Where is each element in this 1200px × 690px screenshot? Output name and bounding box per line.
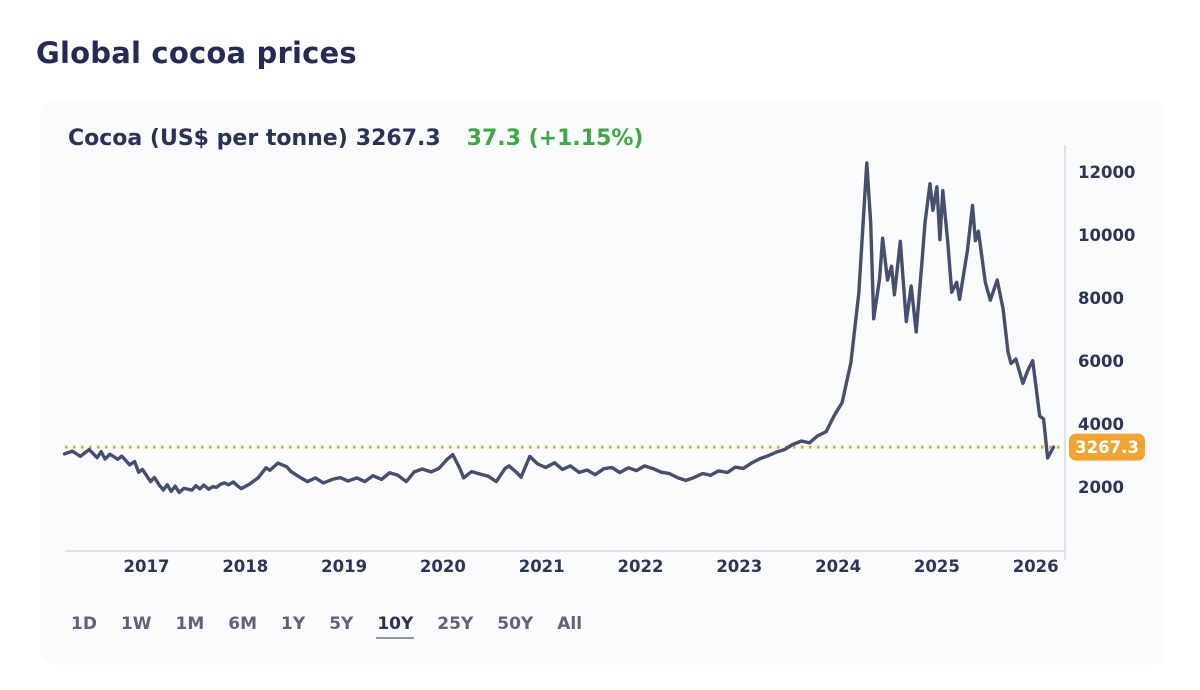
y-axis-tick-label: 4000 bbox=[1078, 415, 1124, 434]
x-axis-tick-label: 2020 bbox=[420, 557, 466, 576]
page-title: Global cocoa prices bbox=[36, 36, 357, 70]
range-selector: 1D 1W 1M 6M 1Y 5Y 10Y 25Y 50Y All bbox=[70, 614, 583, 639]
range-button-10y[interactable]: 10Y bbox=[376, 614, 415, 639]
range-button-1y[interactable]: 1Y bbox=[280, 614, 306, 639]
chart-card: Cocoa (US$ per tonne) 3267.3 37.3 (+1.15… bbox=[40, 100, 1165, 665]
chart-header: Cocoa (US$ per tonne) 3267.3 37.3 (+1.15… bbox=[68, 126, 643, 151]
x-axis-tick-label: 2022 bbox=[618, 557, 664, 576]
y-axis-tick-label: 8000 bbox=[1078, 289, 1124, 308]
current-price-value: 3267.3 bbox=[355, 126, 441, 151]
x-axis-tick-label: 2017 bbox=[124, 557, 170, 576]
x-axis-tick-label: 2019 bbox=[321, 557, 367, 576]
y-axis-tick-label: 12000 bbox=[1078, 163, 1135, 182]
range-button-25y[interactable]: 25Y bbox=[436, 614, 474, 639]
y-axis-tick-label: 6000 bbox=[1078, 352, 1124, 371]
current-price-badge bbox=[1069, 433, 1145, 461]
price-line-series bbox=[62, 161, 1056, 495]
range-button-1w[interactable]: 1W bbox=[120, 614, 153, 639]
price-change: 37.3 (+1.15%) bbox=[466, 126, 644, 151]
range-button-50y[interactable]: 50Y bbox=[496, 614, 534, 639]
range-button-5y[interactable]: 5Y bbox=[328, 614, 354, 639]
x-axis-tick-label: 2024 bbox=[815, 557, 861, 576]
price-chart[interactable]: 2000 4000 6000 8000 10000 12000 2017 2018 2019 20… bbox=[40, 100, 1165, 665]
instrument-label: Cocoa (US$ per tonne) bbox=[68, 126, 348, 151]
range-button-1m[interactable]: 1M bbox=[175, 614, 206, 639]
x-axis-tick-label: 2025 bbox=[914, 557, 960, 576]
x-axis-tick-label: 2026 bbox=[1013, 557, 1059, 576]
current-price-badge-label: 3267.3 bbox=[1075, 438, 1139, 457]
x-axis-tick-label: 2021 bbox=[519, 557, 565, 576]
range-button-6m[interactable]: 6M bbox=[227, 614, 258, 639]
y-axis-tick-label: 10000 bbox=[1078, 226, 1135, 245]
range-button-all[interactable]: All bbox=[556, 614, 583, 639]
x-axis-tick-label: 2023 bbox=[716, 557, 762, 576]
range-button-1d[interactable]: 1D bbox=[70, 614, 98, 639]
x-axis-tick-label: 2018 bbox=[222, 557, 268, 576]
y-axis-tick-label: 2000 bbox=[1078, 478, 1124, 497]
